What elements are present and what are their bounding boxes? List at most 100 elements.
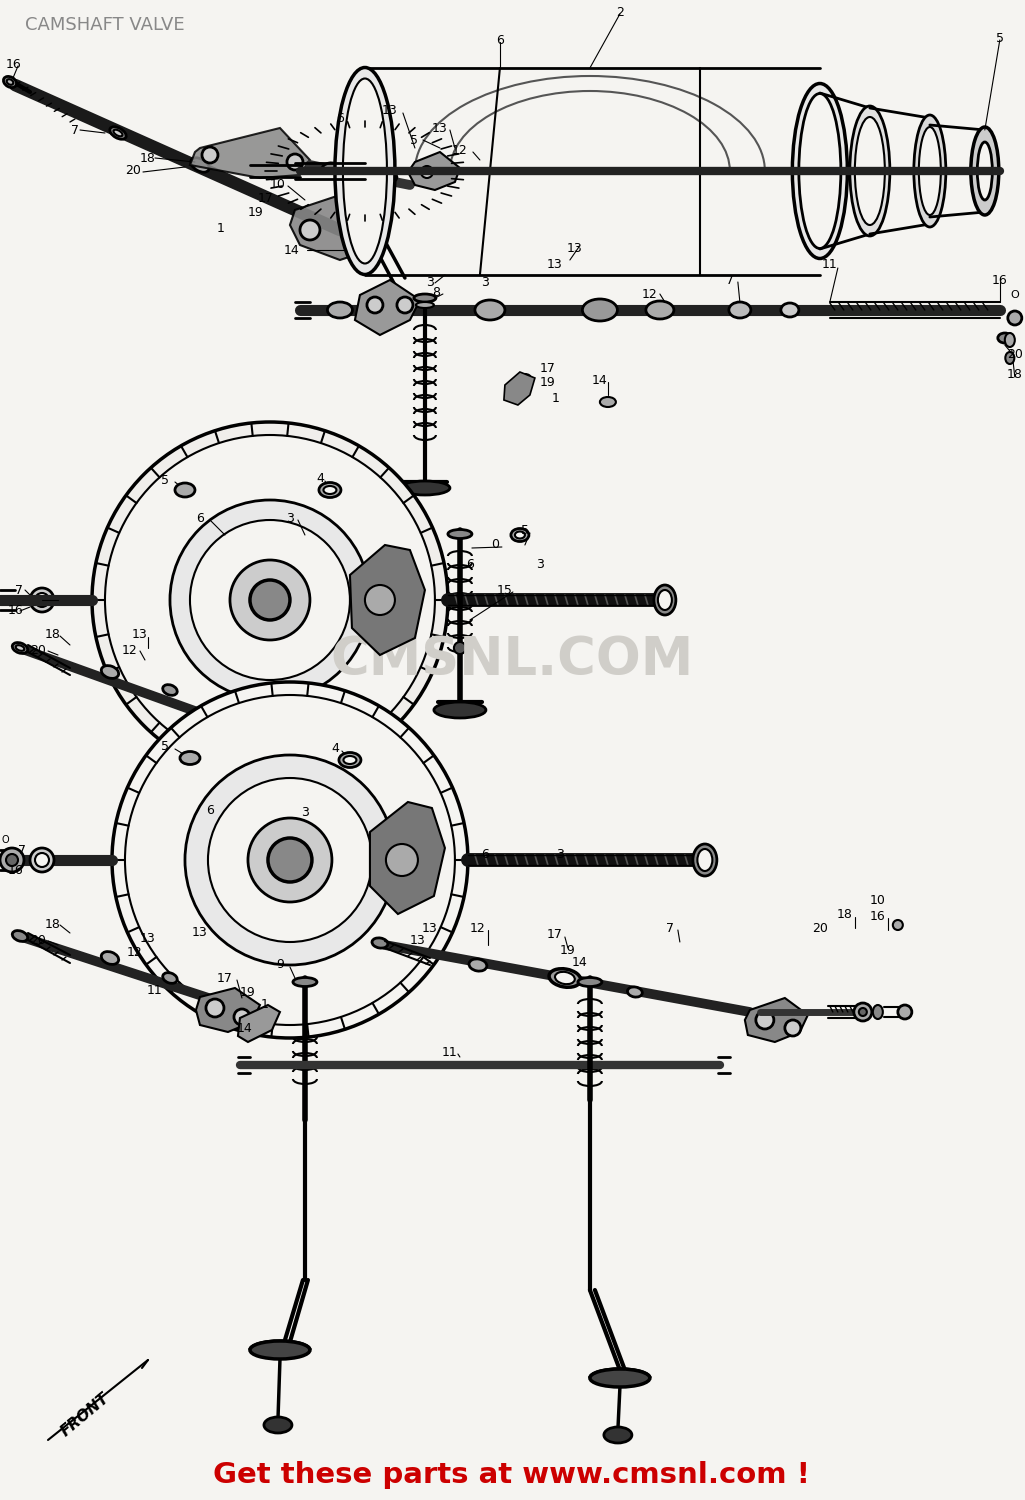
Ellipse shape xyxy=(971,128,998,214)
Text: 6: 6 xyxy=(196,512,204,525)
Ellipse shape xyxy=(191,158,209,172)
Text: O: O xyxy=(1,836,9,844)
Text: 12: 12 xyxy=(470,921,486,934)
Text: 13: 13 xyxy=(382,104,398,117)
Text: 15: 15 xyxy=(497,584,512,597)
Text: 16: 16 xyxy=(870,909,886,922)
Circle shape xyxy=(112,682,468,1038)
Ellipse shape xyxy=(873,1005,883,1019)
Ellipse shape xyxy=(549,969,581,987)
Polygon shape xyxy=(290,195,380,260)
Text: 13: 13 xyxy=(410,934,425,948)
Text: 13: 13 xyxy=(567,242,583,255)
Text: 5: 5 xyxy=(161,741,169,753)
Text: 13: 13 xyxy=(140,932,156,945)
Text: 12: 12 xyxy=(127,945,142,958)
Text: 18: 18 xyxy=(45,628,60,642)
Text: 11: 11 xyxy=(442,1046,458,1059)
Text: 18: 18 xyxy=(1007,369,1023,381)
Text: 6: 6 xyxy=(206,804,214,816)
Polygon shape xyxy=(408,152,460,190)
Text: 1: 1 xyxy=(261,999,269,1011)
Text: 14: 14 xyxy=(572,957,587,969)
Polygon shape xyxy=(370,802,445,913)
Text: 13: 13 xyxy=(422,921,438,934)
Text: 19: 19 xyxy=(248,206,263,219)
Ellipse shape xyxy=(997,333,1012,344)
Circle shape xyxy=(35,853,49,867)
Text: 3: 3 xyxy=(536,558,544,572)
Circle shape xyxy=(854,1004,872,1022)
Circle shape xyxy=(170,500,370,700)
Ellipse shape xyxy=(175,483,195,496)
Ellipse shape xyxy=(914,116,946,226)
Ellipse shape xyxy=(646,302,673,320)
Polygon shape xyxy=(190,128,310,178)
Polygon shape xyxy=(195,700,255,746)
Text: 1: 1 xyxy=(217,222,224,234)
Text: 13: 13 xyxy=(132,628,148,642)
Ellipse shape xyxy=(1004,333,1015,346)
Ellipse shape xyxy=(434,702,486,718)
Text: 16: 16 xyxy=(6,58,22,72)
Ellipse shape xyxy=(7,80,13,86)
Ellipse shape xyxy=(343,756,357,764)
Ellipse shape xyxy=(101,666,119,678)
Circle shape xyxy=(361,226,369,234)
Circle shape xyxy=(356,220,374,238)
Text: 4: 4 xyxy=(316,471,324,484)
Text: 7: 7 xyxy=(71,123,79,136)
Ellipse shape xyxy=(12,642,28,654)
Ellipse shape xyxy=(918,128,941,214)
Circle shape xyxy=(234,1010,250,1025)
Text: Get these parts at www.cmsnl.com !: Get these parts at www.cmsnl.com ! xyxy=(213,1461,811,1490)
Circle shape xyxy=(206,711,223,729)
Text: 17: 17 xyxy=(258,192,274,204)
Text: 3: 3 xyxy=(481,276,489,288)
Polygon shape xyxy=(504,372,535,405)
Ellipse shape xyxy=(383,174,397,183)
Text: 19: 19 xyxy=(560,944,576,957)
Circle shape xyxy=(233,722,247,735)
Circle shape xyxy=(785,1020,801,1036)
Circle shape xyxy=(512,388,523,398)
Text: 19: 19 xyxy=(540,375,556,388)
Ellipse shape xyxy=(414,294,436,302)
Text: 11: 11 xyxy=(148,984,163,996)
Circle shape xyxy=(454,642,466,654)
Text: 8: 8 xyxy=(432,286,440,300)
Ellipse shape xyxy=(372,938,387,948)
Text: 7: 7 xyxy=(18,843,26,856)
Ellipse shape xyxy=(475,300,505,320)
Circle shape xyxy=(30,847,54,871)
Text: 14: 14 xyxy=(237,1022,253,1035)
Ellipse shape xyxy=(519,374,531,382)
Ellipse shape xyxy=(578,978,602,987)
Polygon shape xyxy=(196,988,260,1032)
Circle shape xyxy=(0,847,24,871)
Ellipse shape xyxy=(977,142,992,200)
Text: 14: 14 xyxy=(592,374,608,387)
Ellipse shape xyxy=(327,302,353,318)
Ellipse shape xyxy=(855,117,885,225)
Text: 18: 18 xyxy=(140,152,156,165)
Text: 17: 17 xyxy=(547,928,563,942)
Circle shape xyxy=(30,588,54,612)
Text: 5: 5 xyxy=(996,32,1003,45)
Text: 3: 3 xyxy=(426,276,434,288)
Text: 10: 10 xyxy=(870,894,886,906)
Ellipse shape xyxy=(658,590,671,610)
Text: 20: 20 xyxy=(125,164,140,177)
Text: 17: 17 xyxy=(217,972,233,984)
Ellipse shape xyxy=(322,164,338,172)
Circle shape xyxy=(184,754,395,964)
Text: 13: 13 xyxy=(433,122,448,135)
Text: 16: 16 xyxy=(8,864,24,876)
Text: 11: 11 xyxy=(822,258,837,272)
Text: 7: 7 xyxy=(666,921,673,934)
Text: 6: 6 xyxy=(481,849,489,861)
Ellipse shape xyxy=(515,531,525,538)
Circle shape xyxy=(287,154,303,170)
Ellipse shape xyxy=(510,528,529,542)
Circle shape xyxy=(190,520,350,680)
